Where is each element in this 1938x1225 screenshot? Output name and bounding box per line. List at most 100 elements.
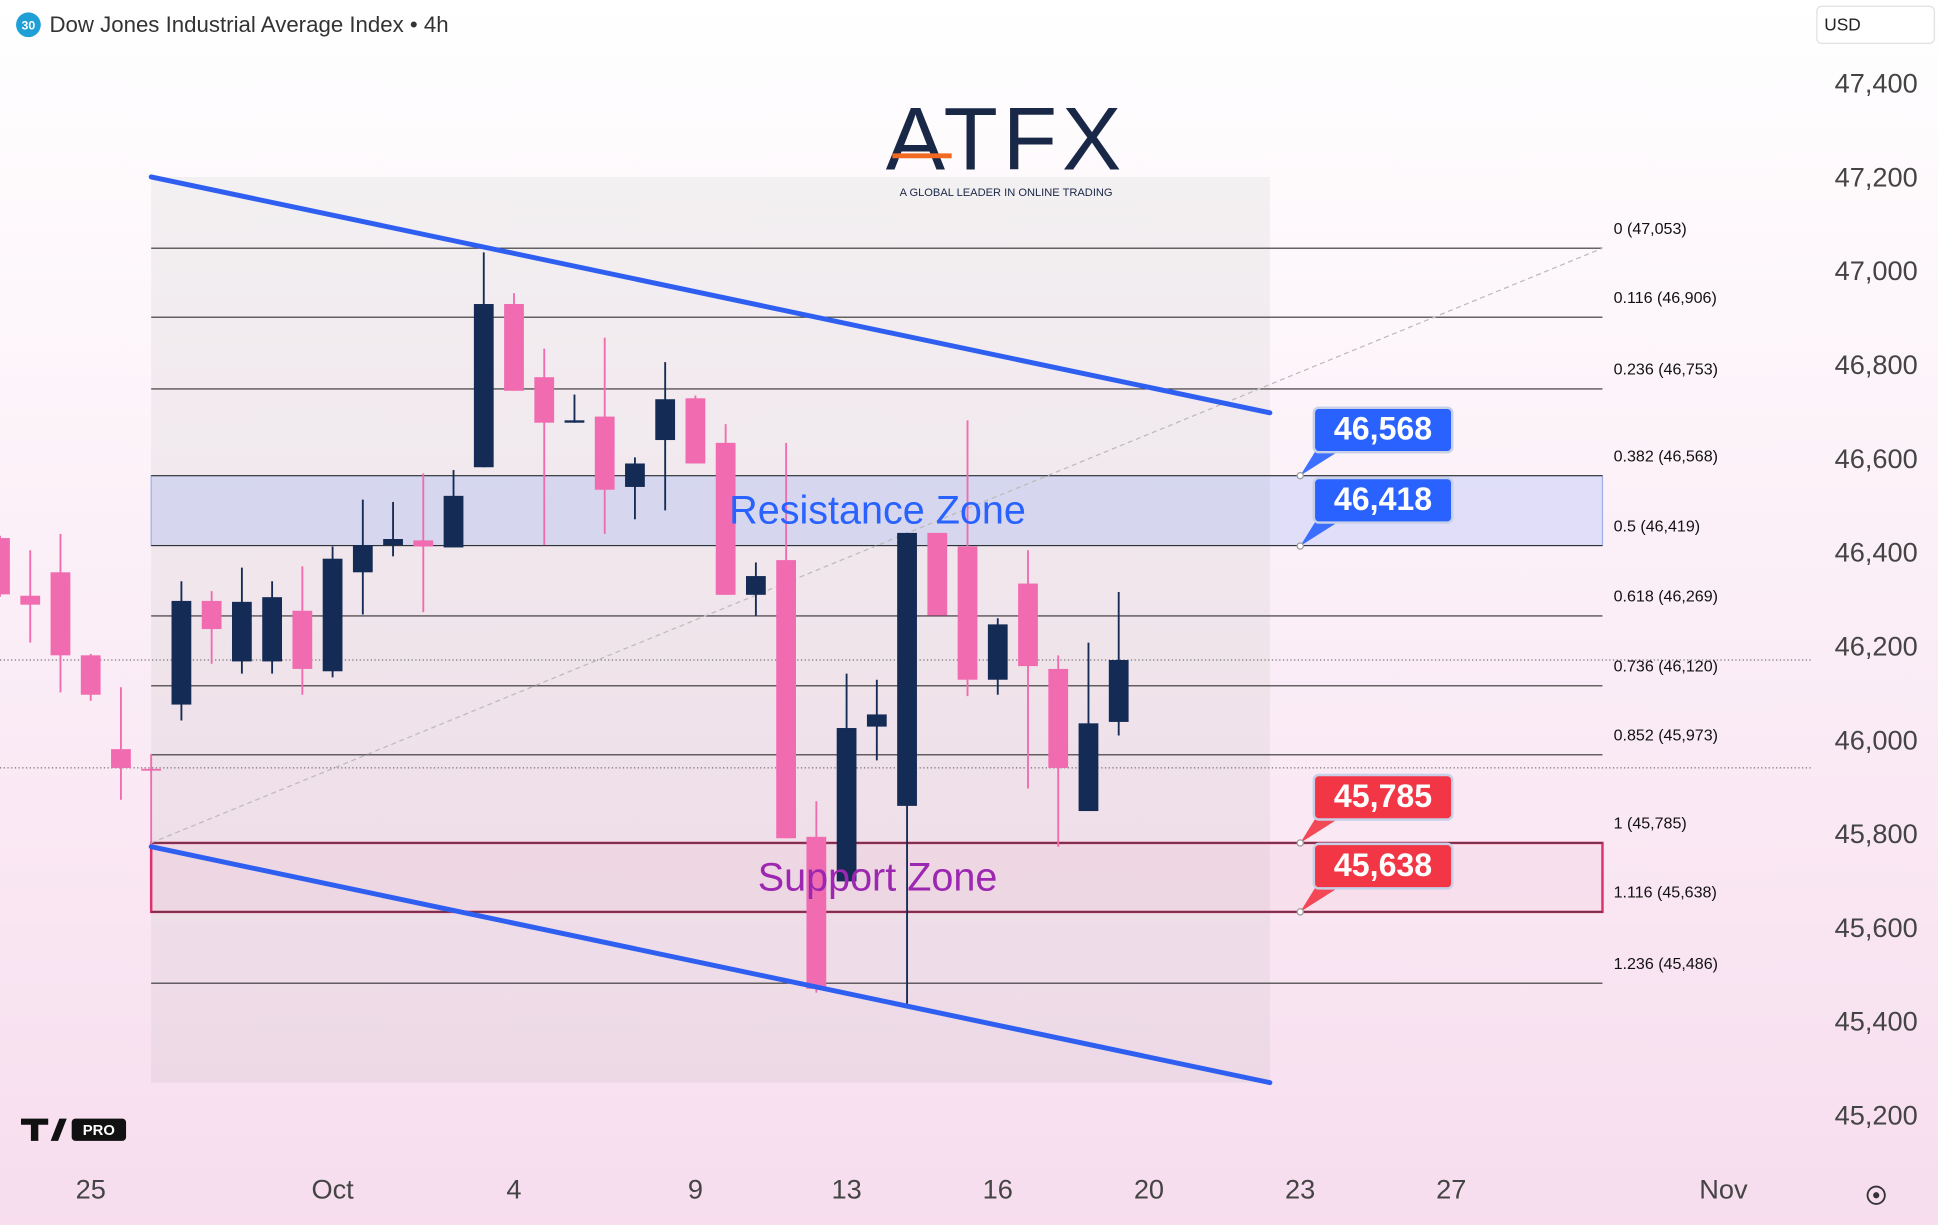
candle-body (897, 532, 917, 806)
price-tag-pointer (1300, 816, 1342, 843)
candle-body (1048, 668, 1069, 768)
candle-body (655, 399, 676, 441)
price-tag-pointer (1300, 520, 1342, 547)
y-tick-label: 46,800 (1835, 349, 1918, 380)
fib-anchor-line (150, 247, 1603, 844)
platform-badge-box (71, 1118, 127, 1141)
y-tick-label: 47,200 (1835, 161, 1918, 192)
x-tick-label: Oct (311, 1174, 354, 1205)
candle-body (1108, 660, 1129, 722)
price-tag-label: 46,568 (1334, 411, 1432, 447)
price-tag-anchor (1296, 908, 1304, 916)
candle-body (866, 714, 887, 727)
candle-body (292, 610, 313, 669)
price-tag-label: 46,418 (1334, 481, 1432, 517)
candle-body (322, 558, 343, 672)
zone-label: Resistance Zone (729, 489, 1026, 533)
y-tick-label: 46,600 (1835, 443, 1918, 474)
x-tick-label: 16 (983, 1174, 1013, 1205)
candle-body (1078, 723, 1099, 812)
candle-body (1018, 583, 1038, 667)
price-tag-anchor (1296, 471, 1304, 480)
symbol-badge (16, 12, 41, 38)
y-tick-label: 45,400 (1835, 1006, 1918, 1037)
x-tick-label: 20 (1134, 1174, 1164, 1205)
symbol-badge-text: 30 (22, 18, 36, 32)
candle-body (625, 463, 645, 487)
x-tick-label: 23 (1285, 1174, 1315, 1205)
y-tick-label: 46,000 (1835, 724, 1918, 755)
trendline (148, 844, 1273, 1086)
platform-logo (21, 1118, 67, 1141)
fib-label: 1 (45,785) (1614, 815, 1687, 833)
candle-body (231, 601, 252, 662)
fib-label: 0.618 (46,269) (1614, 588, 1718, 606)
candle-body (0, 538, 10, 595)
y-tick-label: 45,200 (1835, 1100, 1918, 1131)
candle-body (171, 600, 192, 705)
candle-body (50, 572, 71, 656)
x-tick-label: 9 (688, 1174, 703, 1205)
currency[interactable]: USD (1824, 15, 1861, 35)
logo-brand: ATFX (886, 88, 1127, 188)
candle-body (806, 836, 827, 989)
fib-label: 1.236 (45,486) (1614, 955, 1718, 973)
candle-body (443, 495, 464, 548)
candle-body (836, 728, 857, 882)
candle-body (776, 560, 797, 839)
y-tick-label: 46,200 (1835, 630, 1918, 661)
candle-body (987, 624, 1008, 680)
candle-body (80, 655, 101, 695)
fib-label: 0.736 (46,120) (1614, 658, 1718, 676)
x-tick-label: 4 (506, 1174, 521, 1205)
fib-label: 1.116 (45,638) (1614, 884, 1717, 902)
candle-body (534, 377, 555, 423)
chart-title: Dow Jones Industrial Average Index • 4h (49, 12, 448, 37)
fib-label: 0.5 (46,419) (1614, 517, 1701, 535)
price-tag-label: 45,785 (1334, 778, 1432, 814)
fib-label: 0.236 (46,753) (1614, 361, 1718, 379)
price-tag-anchor (1296, 542, 1304, 550)
candle-body (262, 597, 283, 662)
y-tick-label: 45,800 (1835, 818, 1918, 849)
y-tick-label: 46,400 (1835, 537, 1918, 568)
y-tick-label: 45,600 (1835, 912, 1918, 943)
candle-body (201, 600, 222, 630)
candle-body (20, 595, 41, 605)
platform-badge: PRO (83, 1123, 115, 1139)
candle-body (685, 398, 706, 464)
candle-body (111, 749, 131, 768)
price-tag (1312, 476, 1454, 524)
price-tag-pointer (1300, 885, 1342, 912)
fib-label: 0.852 (45,973) (1614, 726, 1718, 744)
plot-area: 0 (47,053) 0.116 (46,906) 0.236 (46,753) 0.… (0, 68, 1918, 1205)
y-tick-label: 47,000 (1835, 255, 1918, 286)
price-tag-pointer (1300, 449, 1342, 476)
candle-body (957, 546, 978, 680)
x-tick-label: Nov (1699, 1174, 1748, 1205)
price-tag (1312, 842, 1454, 890)
x-tick-label: 25 (76, 1174, 106, 1205)
logo-tagline: A GLOBAL LEADER IN ONLINE TRADING (900, 187, 1113, 199)
candle-body (594, 416, 615, 490)
settings-icon[interactable] (1866, 1185, 1886, 1205)
price-tag (1312, 406, 1454, 454)
price-tag-anchor (1296, 839, 1304, 847)
candle-body (564, 420, 585, 423)
x-tick-label: 27 (1436, 1174, 1466, 1205)
price-tag-label: 45,638 (1334, 847, 1432, 883)
candle-body (141, 768, 162, 771)
price-tag (1312, 773, 1454, 821)
candle-body (927, 532, 948, 616)
currency-box[interactable] (1816, 5, 1935, 44)
candle-body (413, 540, 434, 547)
candle-body (504, 304, 524, 391)
candle-body (352, 545, 373, 573)
candle-body (383, 539, 403, 546)
candle-body (473, 304, 494, 468)
zone-label: Support Zone (758, 855, 998, 899)
trendline (148, 174, 1273, 416)
settings-icon-dot[interactable] (1873, 1192, 1880, 1199)
